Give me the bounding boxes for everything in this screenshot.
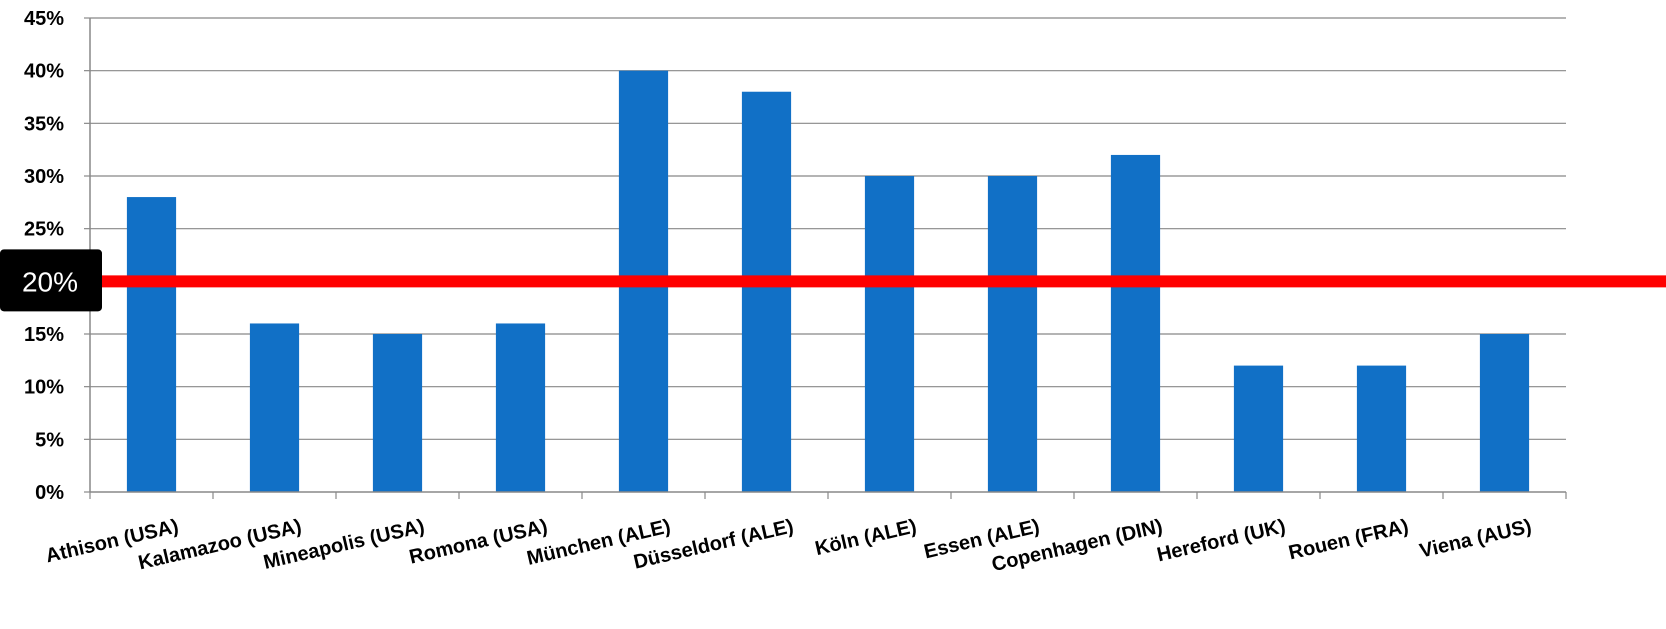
bar xyxy=(864,176,915,492)
bar xyxy=(249,323,300,492)
y-tick-label: 15% xyxy=(24,324,64,346)
x-tick-label: Hereford (UK) xyxy=(1155,515,1288,566)
y-tick-label: 45% xyxy=(24,8,64,30)
bar xyxy=(126,197,177,493)
bar xyxy=(372,334,423,492)
x-tick-label: Köln (ALE) xyxy=(813,515,919,560)
bar xyxy=(741,91,792,492)
y-tick-label: 30% xyxy=(24,166,64,188)
bar xyxy=(1479,334,1530,492)
bar xyxy=(1233,365,1284,492)
reference-label: 20% xyxy=(22,266,78,297)
y-tick-label: 25% xyxy=(24,219,64,241)
x-tick-label: Rouen (FRA) xyxy=(1287,515,1411,564)
bar xyxy=(495,323,546,492)
y-tick-label: 40% xyxy=(24,61,64,83)
x-tick-label: Viena (AUS) xyxy=(1417,515,1533,562)
y-tick-label: 0% xyxy=(35,482,64,504)
reference-label-box xyxy=(0,249,102,312)
y-tick-label: 35% xyxy=(24,113,64,135)
bar xyxy=(1356,365,1407,492)
bar xyxy=(987,176,1038,492)
y-tick-label: 10% xyxy=(24,377,64,399)
bar xyxy=(1110,154,1161,492)
y-tick-label: 5% xyxy=(35,429,64,451)
